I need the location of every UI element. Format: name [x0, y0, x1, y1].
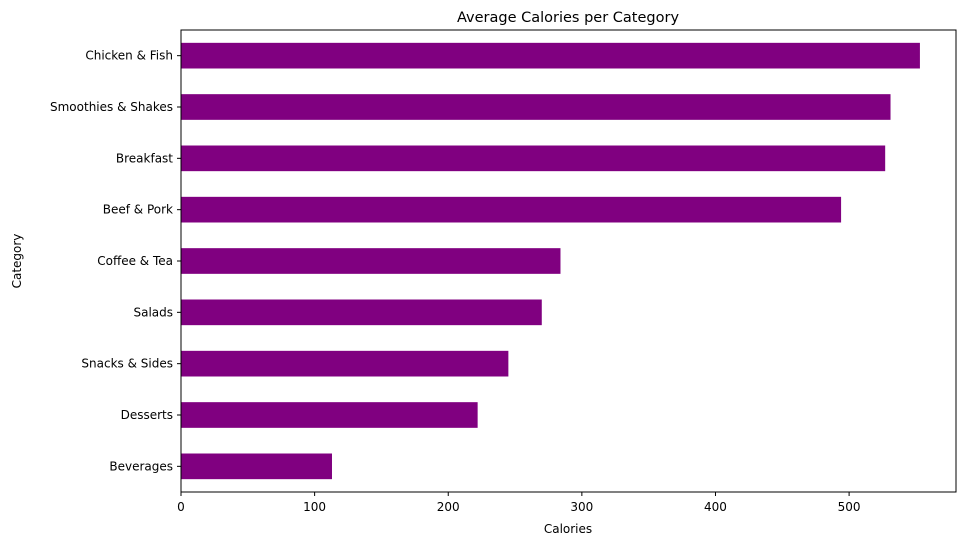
x-tick-label: 300 — [570, 500, 593, 514]
bar-smoothies-shakes — [181, 94, 891, 120]
y-axis-ticks: Chicken & Fish Smoothies & Shakes Breakfas… — [50, 49, 181, 473]
y-tick-label: Beverages — [109, 459, 173, 473]
y-tick-label: Chicken & Fish — [85, 49, 173, 63]
bar-salads — [181, 299, 542, 326]
x-tick-label: 100 — [303, 500, 326, 514]
y-tick-label: Desserts — [121, 408, 173, 422]
y-tick-label: Beef & Pork — [103, 203, 173, 217]
bars-group — [181, 42, 920, 480]
bar-chicken-fish — [181, 42, 920, 69]
x-axis-ticks: 0 100 200 300 400 500 — [177, 492, 861, 514]
chart-title: Average Calories per Category — [457, 10, 679, 26]
x-tick-label: 200 — [437, 500, 460, 514]
plot-frame — [180, 29, 957, 493]
bar-breakfast — [181, 145, 886, 172]
bar-snacks-sides — [181, 350, 509, 377]
bar-beef-pork — [181, 196, 842, 223]
x-tick-label: 500 — [838, 500, 861, 514]
x-axis-label: Calories — [544, 522, 592, 536]
y-tick-label: Coffee & Tea — [97, 254, 173, 268]
y-tick-label: Snacks & Sides — [81, 357, 173, 371]
y-axis-label: Category — [10, 234, 24, 289]
bar-desserts — [181, 402, 478, 428]
x-tick-label: 400 — [704, 500, 727, 514]
y-tick-label: Smoothies & Shakes — [50, 100, 173, 114]
y-tick-label: Salads — [133, 305, 173, 319]
bar-beverages — [181, 453, 332, 480]
bar-coffee-tea — [181, 248, 561, 274]
y-tick-label: Breakfast — [116, 151, 173, 165]
x-tick-label: 0 — [177, 500, 185, 514]
